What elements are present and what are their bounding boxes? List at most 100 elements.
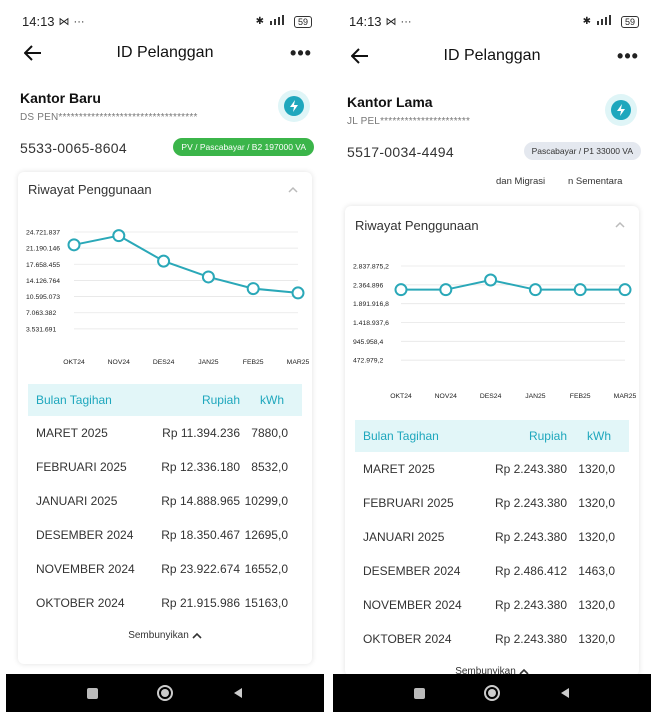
usage-history-card: Riwayat Penggunaan 2.837.875,2 2.364.896 1… bbox=[345, 206, 639, 677]
signal-icon bbox=[268, 15, 290, 28]
row-month: NOVEMBER 2024 bbox=[36, 562, 135, 576]
back-button[interactable] bbox=[227, 682, 249, 704]
home-button[interactable] bbox=[154, 682, 176, 704]
page-title: ID Pelanggan bbox=[443, 47, 541, 64]
recent-apps-button[interactable] bbox=[81, 682, 103, 704]
row-rupiah: Rp 2.243.380 bbox=[494, 632, 567, 646]
card-title: Riwayat Penggunaan bbox=[355, 218, 479, 233]
data-point[interactable] bbox=[67, 238, 81, 252]
chevron-up-small-icon bbox=[192, 632, 202, 639]
billing-table: Bulan Tagihan Rupiah kWh MARET 2025 Rp 11… bbox=[28, 384, 302, 620]
chevron-up-icon[interactable] bbox=[286, 183, 300, 197]
header-month: Bulan Tagihan bbox=[363, 429, 439, 443]
table-row: MARET 2025 Rp 2.243.380 1320,0 bbox=[355, 452, 629, 486]
row-kwh: 8532,0 bbox=[251, 460, 288, 474]
row-kwh: 1320,0 bbox=[578, 598, 615, 612]
data-point[interactable] bbox=[201, 270, 215, 284]
x-tick-label: MAR25 bbox=[287, 359, 310, 366]
more-notifications-icon: ··· bbox=[400, 15, 412, 28]
tariff-badge: PV / Pascabayar / B2 197000 VA bbox=[173, 138, 314, 156]
row-month: DESEMBER 2024 bbox=[363, 564, 461, 578]
row-month: DESEMBER 2024 bbox=[36, 528, 134, 542]
row-month: NOVEMBER 2024 bbox=[363, 598, 462, 612]
bluetooth-icon: ✱ bbox=[582, 16, 591, 27]
pln-logo-icon bbox=[605, 94, 637, 126]
series-line bbox=[73, 234, 299, 294]
back-arrow-button[interactable] bbox=[347, 43, 373, 69]
data-point[interactable] bbox=[112, 229, 126, 243]
hide-button[interactable]: Sembunyikan bbox=[345, 666, 639, 677]
row-rupiah: Rp 2.486.412 bbox=[494, 564, 567, 578]
x-tick-label: NOV24 bbox=[435, 393, 458, 400]
customer-address: JL PEL********************** bbox=[347, 116, 471, 127]
row-kwh: 1320,0 bbox=[578, 530, 615, 544]
x-tick-label: JAN25 bbox=[525, 393, 546, 400]
back-arrow-button[interactable] bbox=[20, 40, 46, 66]
home-button[interactable] bbox=[481, 682, 503, 704]
row-month: OKTOBER 2024 bbox=[36, 596, 125, 610]
row-month: MARET 2025 bbox=[36, 426, 108, 440]
bluetooth-icon: ✱ bbox=[255, 16, 264, 27]
table-row: NOVEMBER 2024 Rp 2.243.380 1320,0 bbox=[355, 588, 629, 622]
customer-name: Kantor Lama bbox=[347, 94, 433, 110]
row-rupiah: Rp 23.922.674 bbox=[161, 562, 240, 576]
row-kwh: 10299,0 bbox=[244, 494, 288, 508]
data-point[interactable] bbox=[157, 254, 171, 268]
system-nav-bar bbox=[6, 674, 324, 712]
data-point[interactable] bbox=[439, 283, 453, 297]
row-kwh: 1320,0 bbox=[578, 632, 615, 646]
table-row: NOVEMBER 2024 Rp 23.922.674 16552,0 bbox=[28, 552, 302, 586]
data-point[interactable] bbox=[618, 283, 632, 297]
usage-line-chart: 24.721.837 21.190.146 17.658.455 14.126.764… bbox=[26, 229, 310, 366]
triangle-back-icon bbox=[560, 688, 569, 698]
usage-history-card: Riwayat Penggunaan 24.721.837 21.190.146 1… bbox=[18, 172, 312, 664]
data-point[interactable] bbox=[291, 286, 305, 300]
row-kwh: 1320,0 bbox=[578, 496, 615, 510]
row-month: FEBRUARI 2025 bbox=[363, 496, 454, 510]
row-month: JANUARI 2025 bbox=[36, 494, 118, 508]
table-header: Bulan Tagihan Rupiah kWh bbox=[355, 420, 629, 452]
hide-button[interactable]: Sembunyikan bbox=[18, 630, 312, 641]
table-row: FEBRUARI 2025 Rp 12.336.180 8532,0 bbox=[28, 450, 302, 484]
signal-icon bbox=[595, 15, 617, 28]
row-rupiah: Rp 2.243.380 bbox=[494, 462, 567, 476]
recent-apps-button[interactable] bbox=[408, 682, 430, 704]
row-kwh: 16552,0 bbox=[244, 562, 288, 576]
more-options-button[interactable]: ••• bbox=[290, 42, 312, 63]
phone-screen-kantor-lama: 14:13 ⋈ ··· ✱ 59 ID Pelanggan ••• Kantor… bbox=[333, 0, 651, 712]
y-tick-label: 24.721.837 bbox=[26, 230, 60, 237]
y-tick-label: 945.958,4 bbox=[353, 339, 383, 346]
data-point[interactable] bbox=[528, 283, 542, 297]
square-icon bbox=[86, 687, 98, 699]
menu-label-migrasi[interactable]: dan Migrasi bbox=[496, 176, 546, 187]
row-month: MARET 2025 bbox=[363, 462, 435, 476]
more-notifications-icon: ··· bbox=[73, 15, 85, 28]
menu-label-sementara[interactable]: n Sementara bbox=[568, 176, 623, 187]
data-point[interactable] bbox=[484, 273, 498, 287]
data-point[interactable] bbox=[573, 283, 587, 297]
more-options-button[interactable]: ••• bbox=[617, 45, 639, 66]
phone-screen-kantor-baru: 14:13 ⋈ ··· ✱ 59 ID Pelanggan ••• Kantor… bbox=[6, 0, 324, 712]
status-bar: 14:13 ⋈ ··· ✱ 59 bbox=[333, 0, 651, 34]
table-row: OKTOBER 2024 Rp 21.915.986 15163,0 bbox=[28, 586, 302, 620]
y-tick-label: 1.418.937,6 bbox=[353, 320, 389, 327]
y-tick-label: 2.364.896 bbox=[353, 282, 383, 289]
customer-info: Kantor Lama JL PEL**********************… bbox=[347, 86, 641, 166]
customer-info: Kantor Baru DS PEN**********************… bbox=[20, 82, 314, 162]
table-row: JANUARI 2025 Rp 2.243.380 1320,0 bbox=[355, 520, 629, 554]
data-point[interactable] bbox=[246, 282, 260, 296]
circle-icon bbox=[483, 685, 500, 701]
customer-name: Kantor Baru bbox=[20, 90, 101, 106]
chevron-up-icon[interactable] bbox=[613, 218, 627, 232]
row-rupiah: Rp 11.394.236 bbox=[162, 426, 240, 440]
customer-id-number: 5517-0034-4494 bbox=[347, 144, 454, 160]
data-point[interactable] bbox=[394, 283, 408, 297]
billing-table: Bulan Tagihan Rupiah kWh MARET 2025 Rp 2.… bbox=[355, 420, 629, 656]
row-month: JANUARI 2025 bbox=[363, 530, 445, 544]
table-row: FEBRUARI 2025 Rp 2.243.380 1320,0 bbox=[355, 486, 629, 520]
pln-logo-icon bbox=[278, 90, 310, 122]
back-button[interactable] bbox=[554, 682, 576, 704]
y-tick-label: 1.891.916,8 bbox=[353, 301, 389, 308]
row-rupiah: Rp 14.888.965 bbox=[161, 494, 240, 508]
battery-icon: 59 bbox=[620, 15, 639, 28]
